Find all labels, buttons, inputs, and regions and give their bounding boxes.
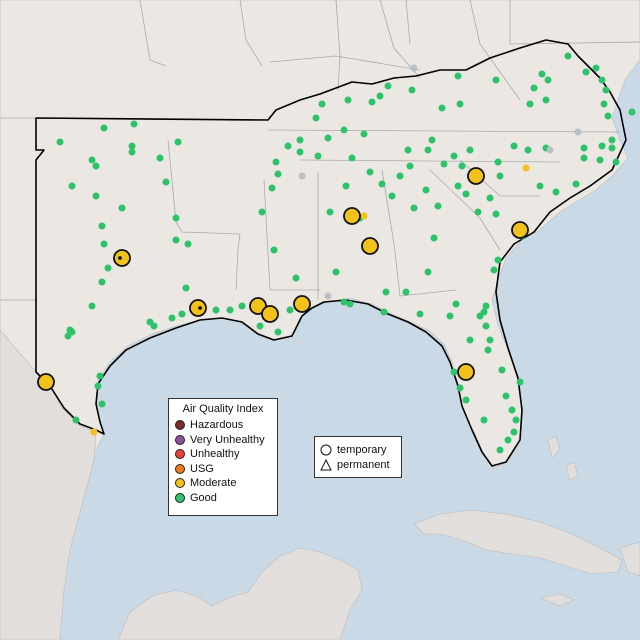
- circle-icon: [320, 444, 332, 455]
- cuba-land: [413, 509, 623, 575]
- triangle-icon: [320, 458, 332, 470]
- jamaica-land: [538, 593, 575, 607]
- moderate-small-sites[interactable]: [90, 164, 530, 436]
- site-type-legend: temporary permanent: [314, 436, 402, 478]
- good-aqi-sites[interactable]: [56, 52, 636, 454]
- legend-label: Moderate: [190, 477, 237, 490]
- bahamas-land: [547, 435, 579, 481]
- legend-item-permanent: permanent: [315, 457, 401, 472]
- region-outline: [35, 39, 627, 467]
- permanent-label: permanent: [337, 458, 390, 471]
- legend-label: Hazardous: [190, 419, 244, 432]
- legend-item-usg: USG: [169, 462, 277, 477]
- legend-item-hazardous: Hazardous: [169, 418, 277, 433]
- legend-item-very-unhealthy: Very Unhealthy: [169, 433, 277, 448]
- temporary-moderate-sites[interactable]: [37, 167, 529, 391]
- usg-swatch: [175, 463, 185, 474]
- state-lines: [0, 0, 640, 301]
- legend-item-unhealthy: Unhealthy: [169, 447, 277, 462]
- legend-item-moderate: Moderate: [169, 476, 277, 491]
- legend-label: USG: [190, 462, 214, 475]
- legend-title: Air Quality Index: [182, 403, 264, 415]
- good-swatch: [175, 492, 185, 503]
- legend-label: Good: [190, 491, 217, 504]
- unhealthy-swatch: [175, 449, 185, 460]
- no-data-sites: [298, 64, 582, 300]
- moderate-swatch: [175, 478, 185, 489]
- hispaniola-land: [619, 541, 640, 577]
- hazardous-swatch: [175, 420, 185, 431]
- mexico-baja-land: [117, 547, 363, 640]
- legend-label: Unhealthy: [190, 448, 240, 461]
- legend-label: Very Unhealthy: [190, 433, 265, 446]
- temporary-label: temporary: [337, 443, 387, 456]
- legend-item-good: Good: [169, 491, 277, 506]
- legend-item-temporary: temporary: [315, 442, 401, 457]
- very-unhealthy-swatch: [175, 434, 185, 445]
- aqi-legend: Air Quality Index Hazardous Very Unhealt…: [168, 398, 278, 516]
